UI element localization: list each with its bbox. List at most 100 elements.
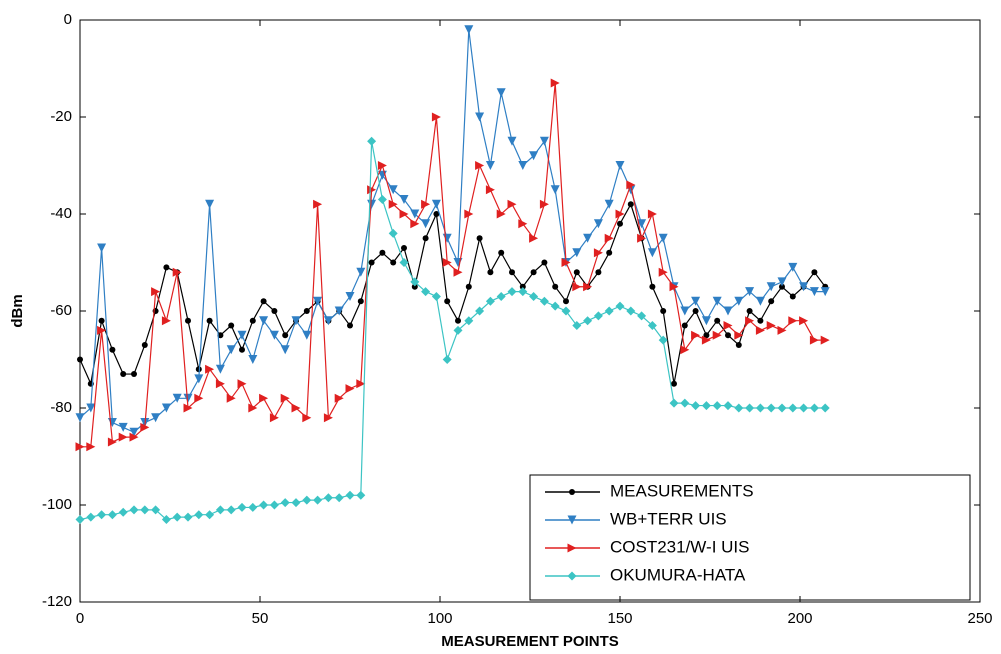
marker bbox=[431, 199, 441, 209]
marker bbox=[464, 209, 474, 219]
marker bbox=[691, 330, 701, 340]
marker bbox=[561, 306, 571, 316]
marker bbox=[345, 384, 355, 394]
x-tick-label: 100 bbox=[427, 610, 452, 627]
marker bbox=[485, 296, 495, 306]
marker bbox=[615, 161, 625, 170]
marker bbox=[118, 507, 128, 517]
marker bbox=[701, 316, 711, 326]
marker bbox=[455, 317, 461, 324]
legend-label: COST231/W-I UIS bbox=[610, 537, 750, 556]
marker bbox=[215, 364, 225, 374]
marker bbox=[572, 248, 582, 258]
marker bbox=[453, 325, 463, 335]
marker bbox=[259, 393, 269, 403]
marker bbox=[649, 283, 656, 290]
marker bbox=[141, 341, 148, 348]
marker bbox=[421, 219, 431, 229]
marker bbox=[86, 442, 96, 452]
marker bbox=[269, 330, 279, 340]
legend-box bbox=[529, 474, 971, 601]
marker bbox=[777, 277, 787, 287]
marker bbox=[788, 262, 798, 272]
marker bbox=[433, 211, 440, 217]
marker bbox=[658, 233, 668, 243]
marker bbox=[476, 235, 483, 242]
marker bbox=[569, 489, 575, 495]
marker bbox=[658, 335, 668, 345]
marker bbox=[464, 316, 474, 326]
marker bbox=[788, 316, 798, 326]
marker bbox=[172, 393, 182, 403]
marker bbox=[746, 308, 753, 314]
marker bbox=[107, 510, 117, 520]
marker bbox=[723, 401, 733, 411]
marker bbox=[205, 510, 215, 520]
y-tick-label: -20 bbox=[50, 108, 72, 125]
marker bbox=[271, 308, 278, 314]
marker bbox=[280, 393, 290, 403]
marker bbox=[518, 219, 528, 229]
marker bbox=[118, 422, 128, 432]
marker bbox=[755, 325, 765, 335]
marker bbox=[86, 403, 96, 413]
x-tick-label: 0 bbox=[76, 610, 84, 627]
marker bbox=[766, 321, 776, 331]
marker bbox=[399, 209, 409, 219]
marker bbox=[237, 502, 247, 512]
marker bbox=[356, 267, 366, 277]
marker bbox=[303, 308, 310, 314]
marker bbox=[485, 161, 495, 170]
marker bbox=[140, 422, 150, 432]
marker bbox=[550, 185, 560, 195]
y-tick-label: -60 bbox=[50, 302, 72, 319]
marker bbox=[820, 287, 830, 297]
y-tick-label: -80 bbox=[50, 399, 72, 416]
marker bbox=[107, 437, 117, 447]
marker bbox=[291, 316, 301, 326]
legend-label: OKUMURA-HATA bbox=[610, 565, 746, 584]
marker bbox=[226, 345, 236, 355]
marker bbox=[367, 185, 377, 195]
marker bbox=[410, 209, 420, 219]
marker bbox=[820, 403, 830, 413]
marker bbox=[606, 249, 613, 256]
marker bbox=[215, 505, 225, 515]
marker bbox=[75, 413, 85, 423]
marker bbox=[768, 298, 775, 305]
marker bbox=[475, 306, 485, 316]
marker bbox=[755, 403, 765, 413]
marker bbox=[660, 308, 667, 314]
marker bbox=[237, 379, 247, 389]
marker bbox=[745, 316, 755, 326]
marker bbox=[291, 403, 301, 413]
marker bbox=[129, 505, 139, 515]
marker bbox=[529, 151, 539, 161]
marker bbox=[367, 136, 377, 146]
marker bbox=[809, 403, 819, 413]
marker bbox=[595, 269, 602, 276]
marker bbox=[637, 219, 647, 229]
marker bbox=[185, 317, 191, 324]
marker bbox=[228, 322, 235, 329]
marker bbox=[496, 88, 506, 98]
marker bbox=[734, 296, 744, 306]
marker bbox=[345, 291, 355, 301]
marker bbox=[163, 264, 170, 271]
marker bbox=[183, 393, 193, 403]
y-tick-label: 0 bbox=[64, 11, 72, 28]
marker bbox=[183, 512, 193, 522]
marker bbox=[789, 293, 796, 300]
y-tick-label: -120 bbox=[42, 593, 72, 610]
marker bbox=[248, 403, 258, 413]
x-tick-label: 250 bbox=[967, 610, 992, 627]
marker bbox=[431, 291, 441, 301]
marker bbox=[593, 311, 603, 321]
marker bbox=[421, 199, 431, 209]
marker bbox=[109, 346, 116, 353]
marker bbox=[637, 311, 647, 321]
marker bbox=[820, 335, 830, 345]
marker bbox=[388, 199, 398, 209]
marker bbox=[77, 356, 83, 363]
marker bbox=[766, 282, 776, 292]
